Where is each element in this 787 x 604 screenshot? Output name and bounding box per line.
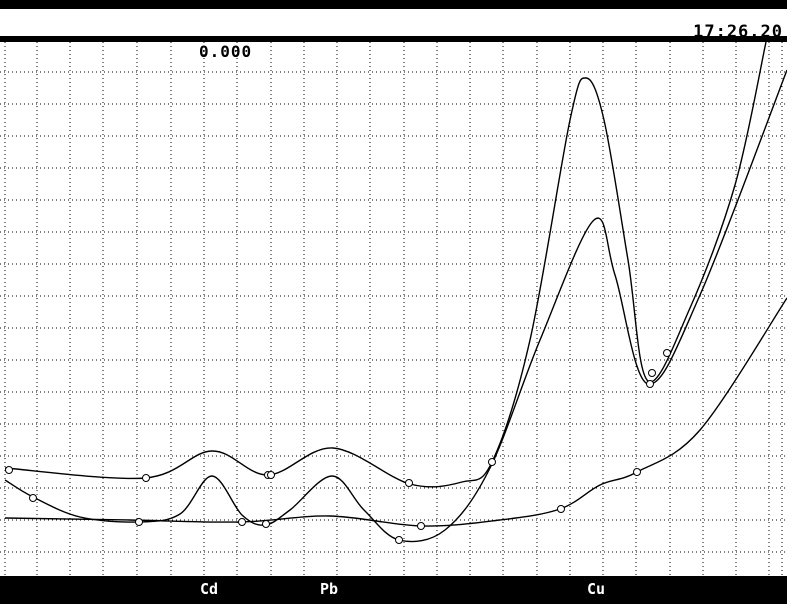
- data-point-marker: [142, 474, 150, 482]
- chart-svg: [0, 42, 787, 576]
- peak-label-cu: Cu: [586, 580, 606, 598]
- data-point-marker: [488, 458, 496, 466]
- peak-label-pb: Pb: [319, 580, 339, 598]
- data-point-marker: [646, 380, 654, 388]
- data-point-marker: [557, 505, 565, 513]
- series-line-3: [4, 297, 787, 527]
- header-rule: [0, 36, 787, 42]
- data-point-marker: [135, 518, 143, 526]
- voltammogram-plot: [0, 42, 787, 576]
- series-line-2: [4, 69, 787, 543]
- data-point-marker: [267, 471, 275, 479]
- grid-layer: [0, 42, 787, 576]
- value-readout: 0.000: [199, 42, 253, 61]
- curve-layer: [4, 42, 787, 543]
- title-bar: 17:26.20: [0, 9, 787, 42]
- data-point-marker: [417, 522, 425, 530]
- data-point-marker: [633, 468, 641, 476]
- data-point-marker: [663, 349, 671, 357]
- data-point-marker: [29, 494, 37, 502]
- data-point-marker: [648, 369, 656, 377]
- data-point-marker: [5, 466, 13, 474]
- peak-label-cd: Cd: [199, 580, 219, 598]
- data-point-marker: [238, 518, 246, 526]
- marker-layer: [5, 349, 671, 544]
- top-band: [0, 0, 787, 9]
- data-point-marker: [405, 479, 413, 487]
- data-point-marker: [395, 536, 403, 544]
- data-point-marker: [262, 520, 270, 528]
- series-line-1: [4, 42, 767, 488]
- element-label-bar: [0, 576, 787, 604]
